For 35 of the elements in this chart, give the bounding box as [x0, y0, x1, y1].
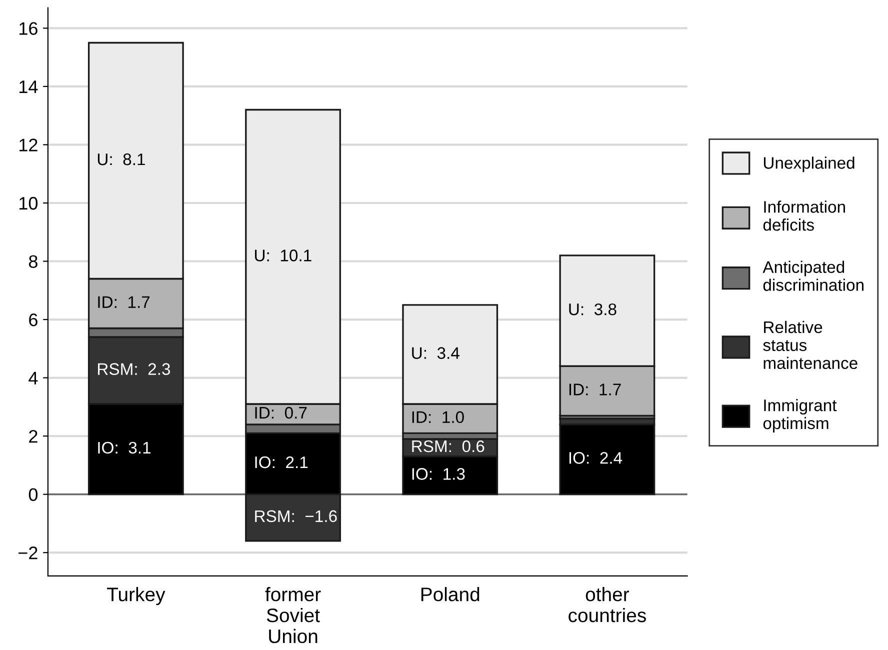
data-label: ID: 1.7: [98, 296, 150, 308]
data-label: IO: 2.4: [569, 452, 622, 464]
data-label: ID: 0.7: [255, 406, 307, 419]
y-tick-label: 2: [29, 430, 38, 443]
data-label: ID: 1.0: [412, 411, 464, 424]
y-tick-label: 0: [28, 488, 38, 502]
x-tick-label: Poland: [421, 587, 480, 602]
data-label: U: 8.1: [98, 153, 145, 166]
y-tick-label: 8: [28, 255, 38, 268]
data-label: RSM: 2.3: [98, 363, 170, 375]
legend-label: Relative status maintenance: [763, 320, 858, 370]
x-tick-label: other countries: [568, 587, 646, 622]
y-tick-label: 16: [20, 22, 38, 35]
legend-label: Unexplained: [764, 156, 854, 172]
legend-label: Immigrant optimism: [763, 399, 837, 432]
data-label: RSM: 0.6: [412, 440, 484, 452]
y-tick-label: 14: [20, 80, 38, 93]
data-label: U: 3.8: [569, 303, 616, 316]
y-tick-label: 10: [20, 196, 38, 210]
data-label: IO: 2.1: [255, 456, 308, 468]
data-label: U: 10.1: [255, 250, 312, 262]
y-tick-label: 4: [28, 372, 38, 384]
data-label: ID: 1.7: [569, 384, 621, 396]
x-tick-label: former Soviet Union: [265, 587, 321, 644]
data-label: IO: 1.3: [412, 468, 465, 480]
data-label: U: 3.4: [412, 347, 460, 359]
y-tick-label: 6: [29, 313, 38, 326]
y-tick-label: 12: [20, 138, 38, 152]
data-label: IO: 3.1: [98, 442, 150, 454]
legend-label: Information deficits: [763, 200, 845, 231]
bar: [559, 424, 656, 496]
x-tick-label: Turkey: [107, 587, 166, 606]
data-label: RSM: −1.6: [255, 510, 337, 522]
y-tick-label: −2: [18, 546, 38, 560]
legend-label: Anticipated discrimination: [762, 260, 864, 291]
